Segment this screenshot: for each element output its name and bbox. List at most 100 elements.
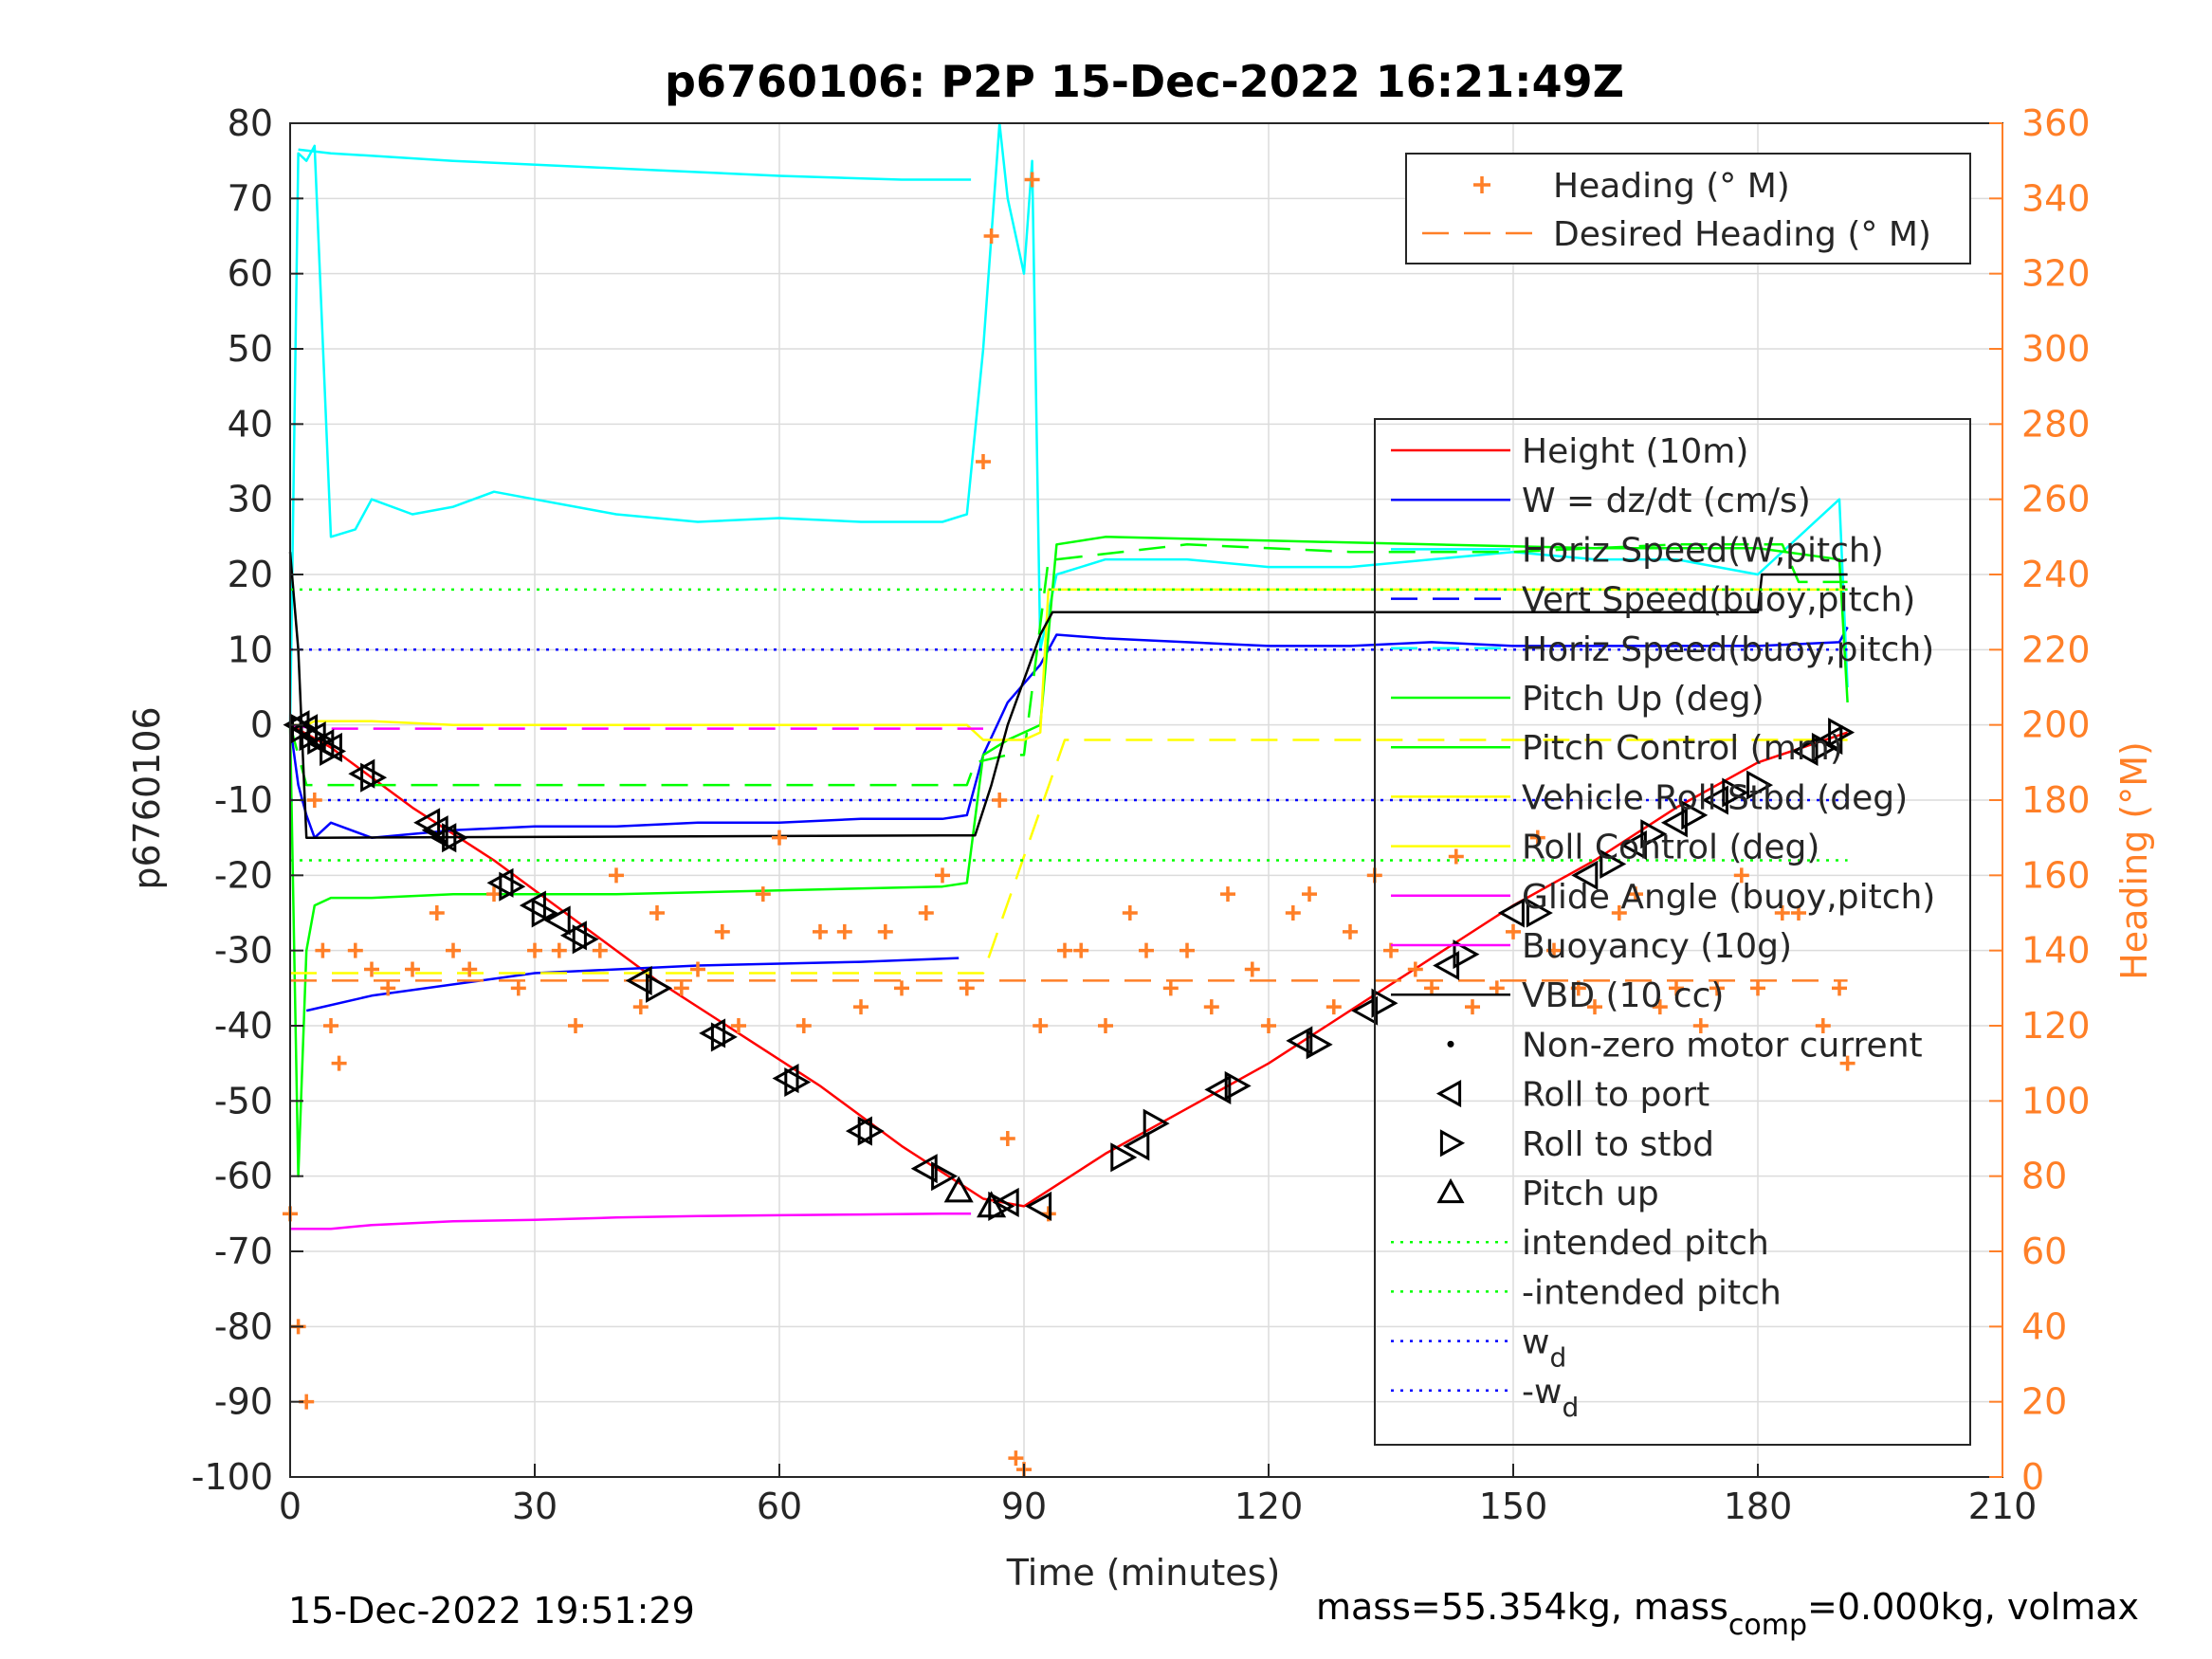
heading-point: [1791, 905, 1806, 921]
heading-point: [331, 1055, 347, 1071]
roll-to-stbd-marker: [1811, 732, 1838, 763]
roll-to-port-marker: [1286, 1026, 1313, 1056]
footer-mass: mass=55.354kg, masscomp=0.000kg, volmax: [1316, 1586, 2139, 1642]
heading-point: [609, 867, 624, 884]
y2-tick-label: 140: [2021, 930, 2091, 972]
heading-point: [1587, 999, 1602, 1015]
heading-point: [315, 942, 331, 958]
series-pitch-control-mm: [288, 543, 1848, 787]
y2-axis-label: Heading (°M): [2113, 741, 2155, 980]
heading-point: [1203, 999, 1219, 1015]
y-tick-label: -50: [214, 1080, 273, 1121]
roll-to-port-marker: [1660, 808, 1688, 838]
heading-point: [959, 980, 975, 996]
y-axis-label: p6760106: [126, 706, 168, 889]
legend-sample-plus: [1473, 176, 1490, 193]
legend-main-label-text: W = dz/dt (cm/s): [1522, 482, 1811, 520]
x-tick-label: 30: [512, 1486, 558, 1527]
y2-tick-label: 100: [2021, 1080, 2091, 1121]
legend-main-label: Buoyancy (10g): [1522, 927, 1792, 966]
legend-main-label: Roll to stbd: [1522, 1125, 1714, 1164]
y2-tick-label: 20: [2021, 1381, 2067, 1423]
legend-main-label-text: Roll to stbd: [1522, 1125, 1714, 1164]
legend-heading-label: Desired Heading (° M): [1553, 215, 1931, 254]
y-tick-label: 20: [228, 554, 273, 595]
heading-point: [1692, 1018, 1709, 1033]
legend-main-label: -wd: [1522, 1373, 1579, 1423]
y-tick-label: -100: [192, 1456, 273, 1498]
legend-main-label-text: Pitch Control (mm): [1522, 729, 1843, 768]
heading-point: [1343, 923, 1358, 939]
heading-point: [380, 980, 396, 996]
heading-point: [1709, 980, 1725, 996]
series-vert-speed-buoy-pitch: [305, 957, 960, 1012]
y-tick-label: -60: [214, 1156, 273, 1197]
roll-to-stbd-marker: [1143, 1108, 1170, 1139]
roll-to-stbd-marker: [291, 714, 318, 744]
legend-main-label-text: w: [1522, 1323, 1549, 1362]
heading-point: [1652, 999, 1668, 1015]
roll-to-stbd-marker: [931, 1161, 959, 1192]
roll-to-port-marker: [1351, 995, 1379, 1026]
x-tick-label: 0: [279, 1486, 302, 1527]
heading-point: [992, 793, 1008, 808]
series-glide-angle-buoy-pitch: [290, 1212, 972, 1231]
legend-main-label-text: Roll to port: [1522, 1076, 1709, 1115]
heading-point: [1489, 980, 1505, 996]
legend-main-label-sub: d: [1562, 1392, 1579, 1423]
heading-point: [364, 961, 379, 977]
footer-mass-part1: mass=55.354kg, mass: [1316, 1586, 1728, 1628]
legend-main-label: Pitch Up (deg): [1522, 680, 1764, 719]
x-tick-label: 180: [1724, 1486, 1793, 1527]
x-axis-label: Time (minutes): [1006, 1552, 1281, 1594]
heading-point: [1285, 905, 1301, 921]
marker-layer: [283, 710, 1856, 1221]
heading-point: [592, 942, 608, 958]
x-tick-label: 150: [1479, 1486, 1548, 1527]
heading-point: [813, 923, 828, 939]
y2-tick-label: 80: [2021, 1156, 2067, 1197]
roll-to-stbd-marker: [1681, 800, 1709, 830]
y-tick-label: -30: [214, 930, 273, 972]
heading-point: [731, 1018, 746, 1033]
heading-point: [446, 942, 461, 958]
legend-sample-dot: [1447, 1040, 1454, 1048]
roll-to-stbd-marker: [1600, 848, 1627, 879]
heading-point: [1220, 886, 1235, 902]
y-tick-label: 70: [228, 177, 273, 219]
legend-main-label: Non-zero motor current: [1522, 1026, 1923, 1065]
footer-mass-part2: =0.000kg, volmax: [1807, 1586, 2139, 1628]
roll-to-stbd-marker: [1526, 898, 1553, 928]
chart-title: p6760106: P2P 15-Dec-2022 16:21:49Z: [665, 56, 1624, 107]
y2-tick-label: 0: [2021, 1456, 2044, 1498]
heading-point: [1033, 1018, 1049, 1033]
legend-main-label: Horiz Speed(W,pitch): [1522, 531, 1884, 570]
series-vbd-10-cc: [288, 552, 1848, 839]
heading-point: [714, 923, 730, 939]
legend-main-label-text: Horiz Speed(buoy,pitch): [1522, 630, 1934, 669]
legend-main-label: Roll to port: [1522, 1076, 1709, 1115]
heading-point: [1669, 980, 1684, 996]
roll-to-stbd-marker: [857, 1116, 885, 1146]
heading-point: [1424, 980, 1439, 996]
heading-point: [1057, 942, 1072, 958]
series-height-10m: [289, 723, 1848, 1208]
legend-sample-tri-right: [1439, 1129, 1466, 1158]
heading-point: [935, 867, 950, 884]
heading-point: [1024, 172, 1040, 188]
heading-point: [1465, 999, 1480, 1015]
legend-main-label: Pitch Control (mm): [1522, 729, 1843, 768]
roll-to-port-marker: [1701, 785, 1728, 815]
roll-to-port-marker: [1123, 1131, 1150, 1161]
heading-point: [1506, 923, 1521, 939]
y2-tick-label: 120: [2021, 1005, 2091, 1047]
legend-main-label: Roll Control (deg): [1522, 829, 1819, 867]
roll-to-stbd-marker: [1110, 1142, 1138, 1173]
heading-point: [1073, 942, 1089, 958]
legend-main-label-text: Glide Angle (buoy,pitch): [1522, 878, 1935, 917]
heading-point: [649, 905, 665, 921]
legend-main-label-text: Buoyancy (10g): [1522, 927, 1792, 966]
y2-tick-label: 280: [2021, 403, 2091, 445]
roll-to-port-marker: [1571, 860, 1599, 890]
